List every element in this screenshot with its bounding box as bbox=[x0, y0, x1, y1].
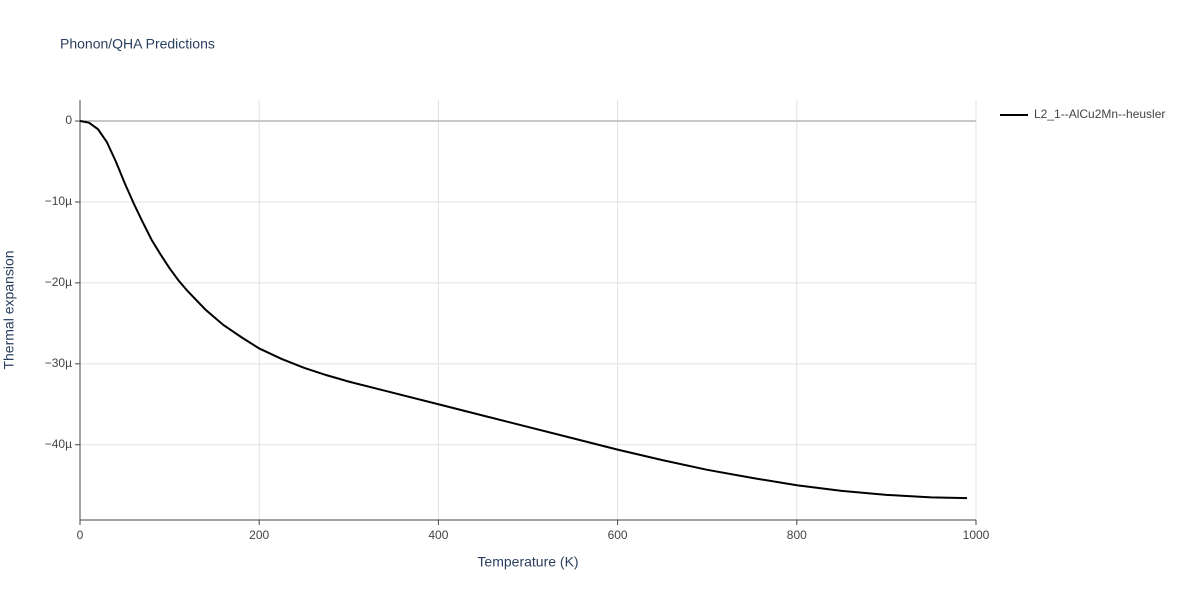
y-tick-label: −20µ bbox=[45, 275, 72, 289]
x-tick-label: 800 bbox=[787, 528, 807, 542]
x-tick-label: 600 bbox=[608, 528, 628, 542]
y-tick-label: −30µ bbox=[45, 356, 72, 370]
x-tick-label: 0 bbox=[77, 528, 84, 542]
legend-label: L2_1--AlCu2Mn--heusler bbox=[1034, 107, 1165, 121]
x-tick-label: 200 bbox=[249, 528, 269, 542]
line-series bbox=[79, 120, 968, 500]
chart-title: Phonon/QHA Predictions bbox=[60, 36, 215, 52]
x-tick-label: 400 bbox=[428, 528, 448, 542]
x-axis-title: Temperature (K) bbox=[477, 554, 578, 570]
y-tick-label: 0 bbox=[65, 113, 72, 127]
y-tick-label: −10µ bbox=[45, 194, 72, 208]
y-axis-title: Thermal expansion bbox=[1, 250, 17, 369]
y-tick-label: −40µ bbox=[45, 437, 72, 451]
x-tick-label: 1000 bbox=[963, 528, 990, 542]
